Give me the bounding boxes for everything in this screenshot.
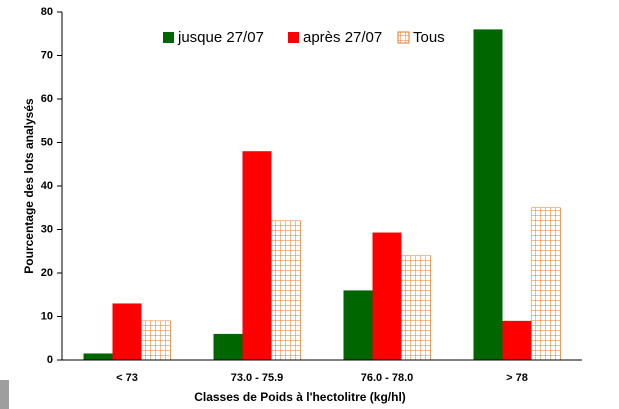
bar bbox=[112, 303, 142, 360]
legend-label: Tous bbox=[413, 29, 445, 46]
bar bbox=[343, 290, 373, 360]
y-tick-label: 80 bbox=[41, 6, 53, 18]
legend-label: jusque 27/07 bbox=[177, 29, 264, 46]
x-tick-label: > 78 bbox=[506, 372, 528, 384]
y-tick-label: 50 bbox=[41, 136, 53, 148]
decoration bbox=[0, 380, 9, 409]
y-tick-label: 70 bbox=[41, 49, 53, 61]
y-tick-label: 10 bbox=[41, 310, 53, 322]
x-axis-title: Classes de Poids à l'hectolitre (kg/hl) bbox=[194, 390, 406, 404]
x-tick-label: < 73 bbox=[116, 372, 138, 384]
y-tick-label: 40 bbox=[41, 180, 53, 192]
y-axis-title: Pourcentage des lots analysés bbox=[22, 98, 36, 274]
bar bbox=[83, 353, 113, 360]
bar bbox=[372, 232, 402, 360]
y-tick-label: 60 bbox=[41, 93, 53, 105]
legend-swatch bbox=[163, 32, 174, 43]
bar bbox=[141, 320, 171, 361]
legend-swatch bbox=[288, 32, 299, 43]
bar bbox=[473, 29, 503, 361]
bar bbox=[242, 151, 272, 360]
x-tick-label: 76.0 - 78.0 bbox=[361, 372, 414, 384]
bar bbox=[271, 220, 301, 361]
legend-label: après 27/07 bbox=[303, 29, 382, 46]
bar bbox=[213, 333, 243, 360]
y-tick-label: 0 bbox=[47, 354, 53, 366]
x-tick-label: 73.0 - 75.9 bbox=[231, 372, 284, 384]
bar bbox=[502, 320, 532, 360]
bar bbox=[531, 207, 561, 361]
y-tick-label: 30 bbox=[41, 223, 53, 235]
bar bbox=[401, 255, 431, 361]
legend-swatch bbox=[397, 31, 410, 44]
y-tick-label: 20 bbox=[41, 267, 53, 279]
